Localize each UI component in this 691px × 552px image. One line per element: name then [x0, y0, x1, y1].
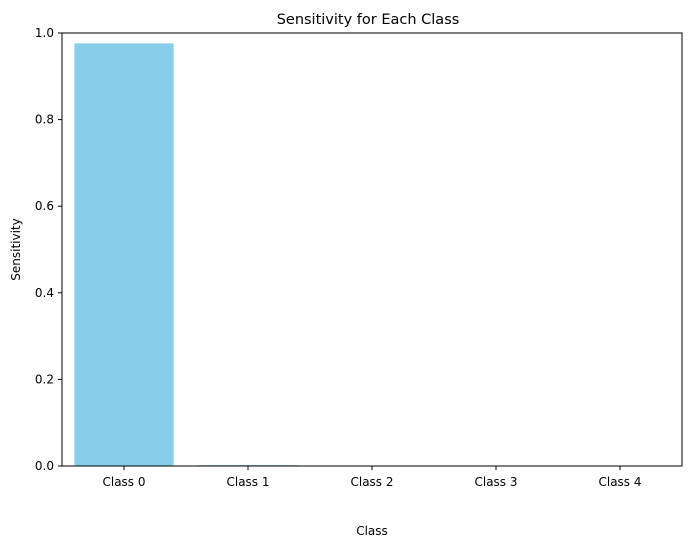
bar-class-0 [74, 43, 174, 466]
y-axis-label: Sensitivity [9, 218, 23, 280]
y-tick-label: 0.6 [35, 199, 54, 213]
x-axis-label: Class [356, 524, 388, 538]
y-tick-label: 0.2 [35, 372, 54, 386]
bars-layer [74, 43, 298, 466]
y-tick-label: 1.0 [35, 26, 54, 40]
x-tick-label: Class 3 [474, 475, 517, 489]
chart-title: Sensitivity for Each Class [277, 12, 460, 28]
x-tick-label: Class 0 [102, 475, 145, 489]
plot-frame [61, 32, 683, 467]
x-tick-label: Class 4 [598, 475, 641, 489]
x-tick-label: Class 2 [350, 475, 393, 489]
y-tick-label: 0.8 [35, 113, 54, 127]
x-tick-label: Class 1 [226, 475, 269, 489]
x-axis: Class 0 Class 1 Class 2 Class 3 Class 4 [102, 466, 642, 489]
y-axis: 0.0 0.2 0.4 0.6 0.8 1.0 [35, 26, 62, 473]
y-tick-label: 0.0 [35, 459, 54, 473]
y-tick-label: 0.4 [35, 286, 54, 300]
